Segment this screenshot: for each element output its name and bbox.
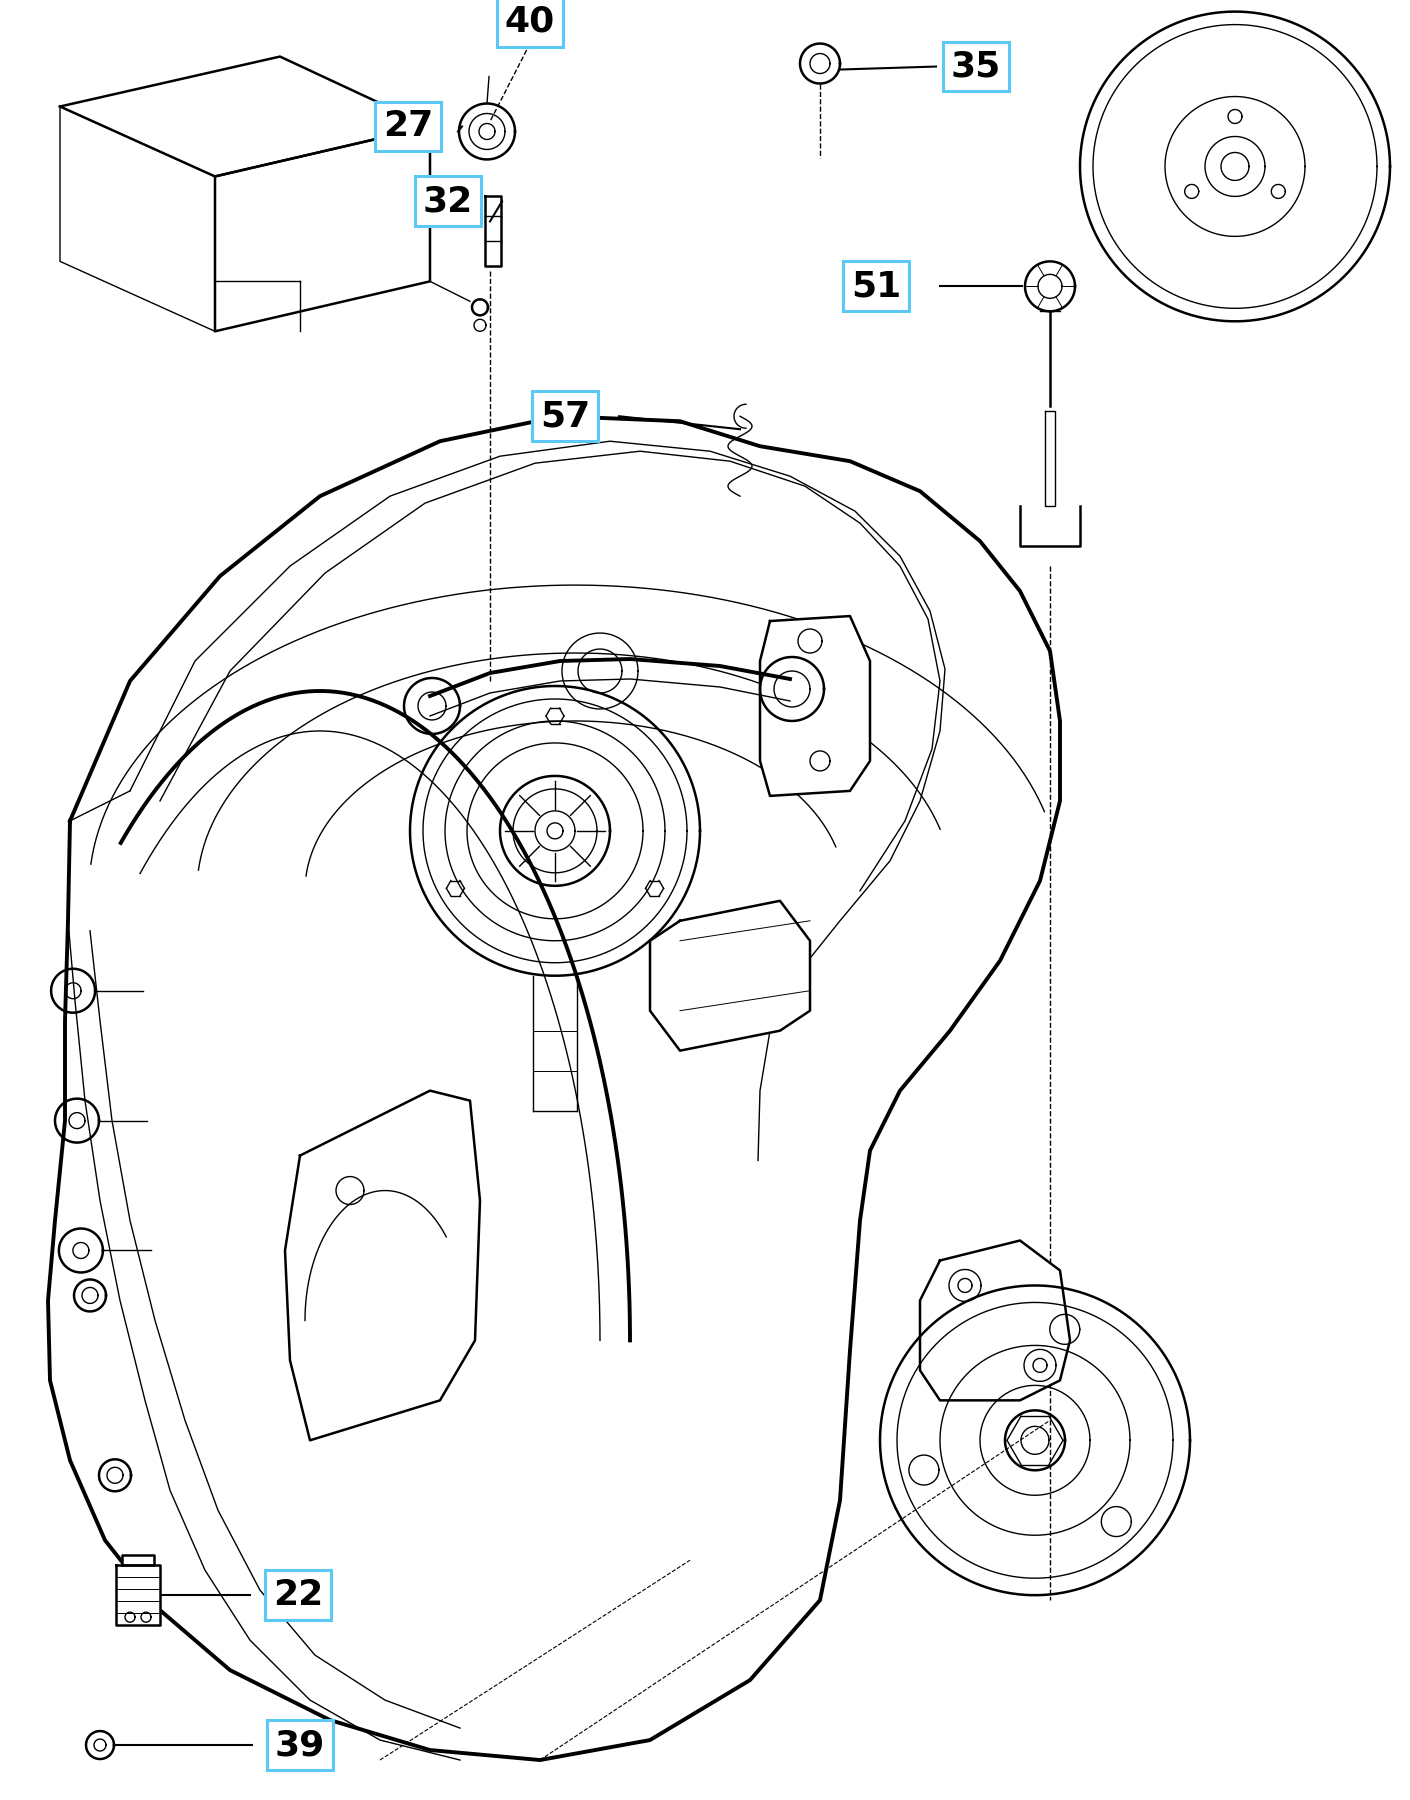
Text: 51: 51 <box>850 270 901 304</box>
Text: 57: 57 <box>540 400 591 434</box>
Text: 39: 39 <box>275 1728 326 1762</box>
Polygon shape <box>1045 410 1055 506</box>
Polygon shape <box>919 1240 1070 1400</box>
Polygon shape <box>285 1091 479 1440</box>
Text: 32: 32 <box>423 184 474 218</box>
Polygon shape <box>760 616 870 796</box>
Text: 22: 22 <box>274 1579 323 1613</box>
Polygon shape <box>214 126 430 331</box>
Polygon shape <box>650 900 809 1051</box>
Text: 27: 27 <box>384 110 433 144</box>
Polygon shape <box>61 106 214 331</box>
Polygon shape <box>485 196 501 266</box>
Polygon shape <box>116 1566 159 1625</box>
Polygon shape <box>61 56 430 176</box>
Text: 40: 40 <box>505 5 556 38</box>
Text: 35: 35 <box>950 50 1001 83</box>
Polygon shape <box>123 1555 154 1566</box>
